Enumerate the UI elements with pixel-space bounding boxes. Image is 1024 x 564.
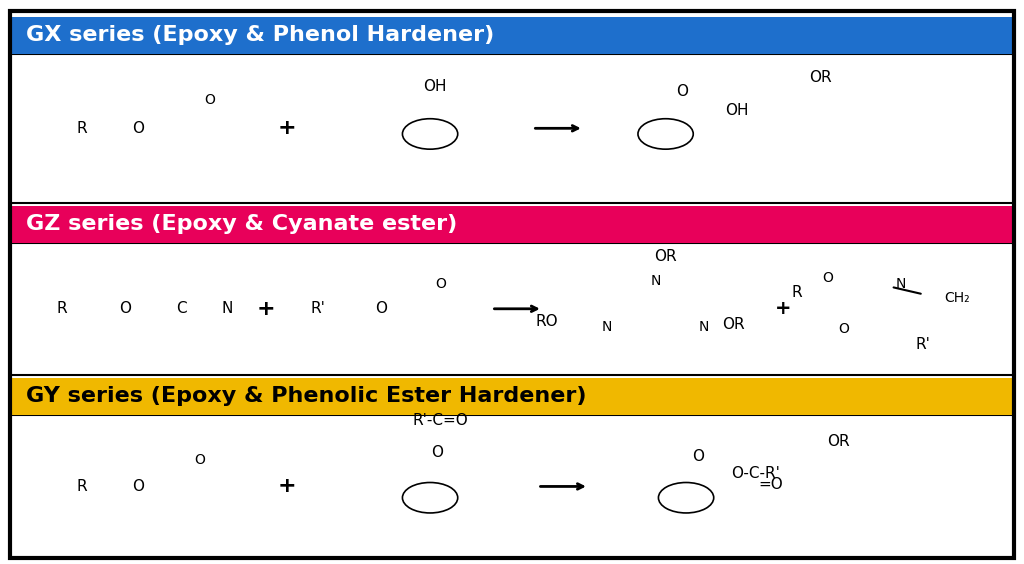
- FancyBboxPatch shape: [10, 206, 1014, 243]
- Text: R'-C=O: R'-C=O: [413, 413, 468, 429]
- Text: O: O: [195, 453, 205, 467]
- Text: O: O: [132, 479, 144, 494]
- Text: O: O: [676, 84, 688, 99]
- Text: N: N: [221, 301, 233, 316]
- Text: CH₂: CH₂: [944, 291, 970, 305]
- Text: OR: OR: [809, 70, 831, 85]
- Text: +: +: [257, 299, 275, 319]
- Text: GY series (Epoxy & Phenolic Ester Hardener): GY series (Epoxy & Phenolic Ester Harden…: [26, 386, 586, 406]
- Text: N: N: [699, 320, 710, 334]
- Text: O: O: [132, 121, 144, 136]
- Text: O: O: [839, 322, 849, 336]
- Text: O: O: [822, 271, 833, 285]
- Text: O: O: [205, 94, 215, 107]
- Text: O: O: [119, 301, 131, 316]
- Text: R: R: [77, 121, 87, 136]
- FancyBboxPatch shape: [10, 243, 1014, 375]
- Text: C: C: [176, 301, 186, 316]
- Text: N: N: [601, 320, 611, 334]
- Text: OH: OH: [726, 103, 749, 118]
- FancyBboxPatch shape: [10, 378, 1014, 415]
- Text: O: O: [692, 449, 705, 464]
- Text: O-C-R': O-C-R': [731, 466, 780, 481]
- Text: OR: OR: [722, 317, 744, 332]
- Text: +: +: [278, 118, 296, 138]
- Text: O: O: [431, 445, 443, 460]
- Text: O: O: [375, 301, 387, 316]
- Text: R: R: [56, 301, 67, 316]
- Text: R: R: [77, 479, 87, 494]
- Text: R': R': [915, 337, 930, 352]
- FancyBboxPatch shape: [10, 415, 1014, 558]
- Text: OH: OH: [424, 80, 446, 94]
- Text: R: R: [792, 285, 802, 300]
- Text: O: O: [435, 277, 445, 291]
- Text: OR: OR: [827, 434, 850, 449]
- Text: =O: =O: [759, 477, 783, 492]
- Text: GZ series (Epoxy & Cyanate ester): GZ series (Epoxy & Cyanate ester): [26, 214, 457, 234]
- Text: RO: RO: [536, 314, 558, 329]
- Text: GX series (Epoxy & Phenol Hardener): GX series (Epoxy & Phenol Hardener): [26, 25, 494, 45]
- Text: N: N: [650, 274, 660, 288]
- Text: N: N: [896, 277, 906, 291]
- FancyBboxPatch shape: [10, 17, 1014, 54]
- FancyBboxPatch shape: [10, 54, 1014, 203]
- Text: R': R': [310, 301, 325, 316]
- Text: OR: OR: [654, 249, 677, 263]
- Text: +: +: [775, 299, 792, 318]
- Text: +: +: [278, 477, 296, 496]
